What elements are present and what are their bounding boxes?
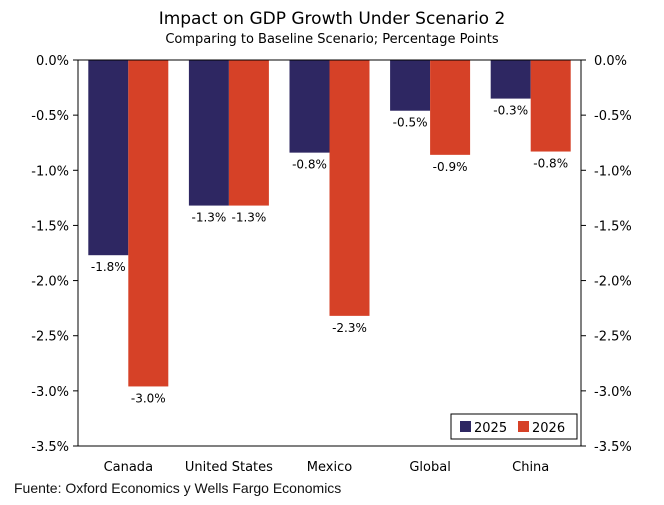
bar-2025-china: [490, 60, 531, 99]
category-label: Mexico: [307, 460, 352, 475]
bar-2025-mexico: [289, 60, 330, 153]
chart-subtitle: Comparing to Baseline Scenario; Percenta…: [165, 32, 498, 47]
y-tick-label-right: -2.0%: [594, 275, 632, 290]
y-tick-label-right: -1.5%: [594, 219, 632, 234]
y-tick-label-left: -2.5%: [31, 330, 69, 345]
data-label-2026: -1.3%: [231, 211, 266, 225]
y-axis-left: 0.0% -0.5% -1.0% -1.5% -2.0% -2.5% -3.0% -3.5%: [31, 54, 78, 455]
legend: 2025 2026: [450, 413, 578, 440]
legend-label-2025: 2025: [474, 421, 507, 436]
category-label: Global: [409, 460, 450, 475]
category-label: China: [512, 460, 549, 475]
y-tick-label-left: -3.0%: [31, 385, 69, 400]
category-label: United States: [185, 460, 273, 475]
data-label-2025: -0.5%: [393, 116, 428, 130]
data-label-2026: -2.3%: [332, 321, 367, 335]
bar-2026-mexico: [329, 60, 370, 316]
y-tick-label-right: 0.0%: [594, 54, 627, 69]
legend-swatch-2025: [460, 421, 471, 432]
legend-label-2026: 2026: [532, 421, 565, 436]
data-label-2025: -0.8%: [292, 158, 327, 172]
bar-2026-global: [430, 60, 471, 155]
source-note: Fuente: Oxford Economics y Wells Fargo E…: [14, 480, 342, 496]
y-tick-label-right: -0.5%: [594, 109, 632, 124]
bar-2026-united-states: [228, 60, 269, 206]
category-label: Canada: [104, 460, 153, 475]
data-label-2026: -0.8%: [533, 157, 568, 171]
plot-frame: [77, 59, 582, 447]
y-tick-label-left: -1.0%: [31, 164, 69, 179]
y-axis-right: 0.0% -0.5% -1.0% -1.5% -2.0% -2.5% -3.0% -3.5%: [581, 54, 632, 455]
data-label-2025: -0.3%: [493, 104, 528, 118]
chart-title: Impact on GDP Growth Under Scenario 2: [159, 9, 506, 29]
y-tick-label-right: -3.0%: [594, 385, 632, 400]
legend-box: [450, 413, 578, 440]
data-label-2025: -1.8%: [91, 260, 126, 274]
bar-2026-china: [530, 60, 571, 152]
bars: [88, 60, 571, 387]
y-tick-label-left: -0.5%: [31, 109, 69, 124]
bar-2026-canada: [128, 60, 169, 387]
data-labels: -1.8% -3.0% -1.3% -1.3% -0.8% -2.3% -0.5% -0.9%…: [91, 104, 568, 406]
legend-swatch-2026: [518, 421, 529, 432]
data-label-2025: -1.3%: [191, 211, 226, 225]
y-tick-label-right: -3.5%: [594, 440, 632, 455]
y-tick-label-right: -1.0%: [594, 164, 632, 179]
bar-2025-united-states: [188, 60, 229, 206]
y-tick-label-right: -2.5%: [594, 330, 632, 345]
y-tick-label-left: -2.0%: [31, 275, 69, 290]
y-tick-label-left: -3.5%: [31, 440, 69, 455]
bar-2025-global: [390, 60, 431, 111]
data-label-2026: -0.9%: [433, 160, 468, 174]
bar-2025-canada: [88, 60, 129, 256]
y-tick-label-left: -1.5%: [31, 219, 69, 234]
data-label-2026: -3.0%: [131, 391, 166, 405]
category-labels: Canada United States Mexico Global China: [104, 460, 550, 475]
y-tick-label-left: 0.0%: [36, 54, 69, 69]
